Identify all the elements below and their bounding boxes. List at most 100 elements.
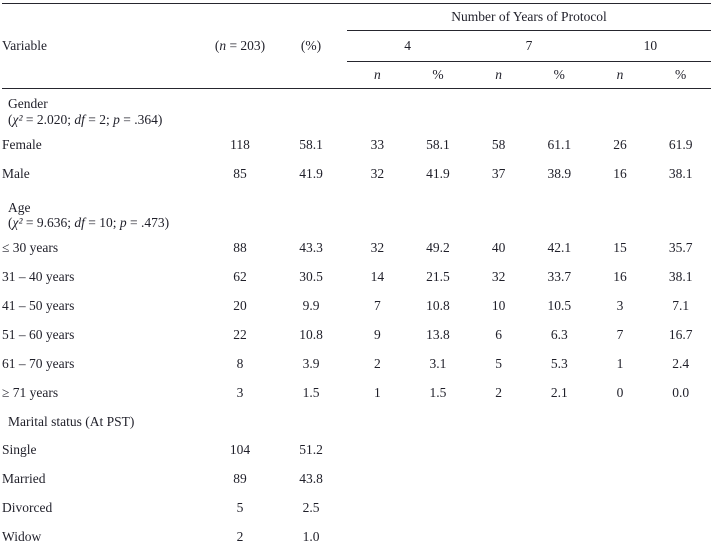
cell-n-total: 8	[236, 356, 244, 371]
section-label: Gender	[8, 96, 48, 111]
cell-pct-7y: 6.3	[550, 327, 568, 342]
cell-n-total: 89	[233, 471, 247, 486]
cell-empty	[529, 523, 590, 547]
cell-pct-7y: 61.1	[547, 137, 572, 152]
cell-n-total: 22	[233, 327, 247, 342]
cell-empty	[650, 465, 711, 494]
cell-empty	[468, 523, 529, 547]
cell-empty	[468, 436, 529, 465]
df-value: = 2;	[84, 111, 114, 127]
section-header-marital-status: Marital status (At PST)	[2, 408, 711, 436]
table-row-female: Female 118 58.1 33 58.1 58 61.1 26 61.9	[2, 131, 711, 160]
cell-pct-7y: 10.5	[547, 298, 572, 313]
cell-pct-4y: 1.5	[429, 385, 447, 400]
row-label: ≥ 71 years	[2, 385, 59, 400]
section-header-gender: Gender (χ² = 2.020; df = 2; p = .364)	[2, 89, 711, 131]
p-value: = .364)	[119, 111, 163, 127]
column-header-variable: Variable	[2, 38, 47, 53]
cell-pct-7y: 33.7	[547, 269, 572, 284]
table-row-age-51-60: 51 – 60 years 22 10.8 9 13.8 6 6.3 7 16.…	[2, 321, 711, 350]
cell-n-total: 88	[233, 240, 247, 255]
cell-n-10y: 0	[616, 385, 624, 400]
cell-n-4y: 2	[373, 356, 381, 371]
cell-pct-10y: 0.0	[672, 385, 690, 400]
subcolumn-header-n: n	[347, 61, 408, 89]
header-row-subcolumns: n % n % n %	[2, 61, 711, 89]
section-stat-note: (χ² = 2.020; df = 2; p = .364)	[8, 112, 711, 128]
column-header-pct-total: (%)	[300, 38, 322, 53]
cell-empty	[529, 465, 590, 494]
cell-empty	[347, 494, 408, 523]
cell-pct-7y: 42.1	[547, 240, 572, 255]
cell-pct-total: 3.9	[302, 356, 320, 371]
header-blank-cell	[2, 61, 347, 89]
cell-n-total: 3	[236, 385, 244, 400]
cell-n-10y: 7	[616, 327, 624, 342]
df-symbol: df	[74, 215, 85, 230]
table-row-age-31-40: 31 – 40 years 62 30.5 14 21.5 32 33.7 16…	[2, 263, 711, 292]
cell-empty	[408, 436, 469, 465]
cell-n-4y: 32	[370, 240, 385, 255]
row-label: ≤ 30 years	[2, 240, 59, 255]
cell-pct-7y: 2.1	[550, 385, 568, 400]
cell-empty	[347, 465, 408, 494]
cell-pct-total: 58.1	[299, 137, 323, 152]
cell-pct-total: 2.5	[302, 500, 320, 515]
cell-n-7y: 2	[495, 385, 503, 400]
table-row-age-le30: ≤ 30 years 88 43.3 32 49.2 40 42.1 15 35…	[2, 234, 711, 263]
p-value: = .473)	[126, 215, 170, 230]
cell-n-total: 5	[236, 500, 244, 515]
column-group-spanner: Number of Years of Protocol	[347, 3, 711, 31]
cell-empty	[529, 436, 590, 465]
subcolumn-header-pct: %	[650, 61, 711, 89]
cell-pct-total: 43.8	[299, 471, 323, 486]
cell-pct-10y: 35.7	[668, 240, 693, 255]
cell-pct-total: 41.9	[299, 166, 323, 181]
header-row-spanner: Number of Years of Protocol	[2, 3, 711, 31]
df-symbol: df	[74, 111, 85, 127]
cell-pct-10y: 61.9	[668, 137, 693, 152]
cell-empty	[468, 465, 529, 494]
cell-pct-4y: 3.1	[429, 356, 447, 371]
cell-n-total: 118	[230, 137, 250, 152]
cell-pct-10y: 38.1	[668, 166, 693, 181]
n-symbol: n	[219, 38, 227, 53]
p-symbol: p	[113, 111, 120, 127]
cell-pct-4y: 49.2	[426, 240, 450, 255]
subcolumn-header-n: n	[589, 61, 651, 89]
table-row-male: Male 85 41.9 32 41.9 37 38.9 16 38.1	[2, 160, 711, 189]
row-label: Female	[2, 137, 42, 152]
n-total-value: = 203)	[226, 38, 266, 53]
cell-pct-10y: 2.4	[672, 356, 690, 371]
section-header-age: Age (χ² = 9.636; df = 10; p = .473)	[2, 189, 711, 234]
table-row-age-41-50: 41 – 50 years 20 9.9 7 10.8 10 10.5 3 7.…	[2, 292, 711, 321]
cell-empty	[408, 465, 469, 494]
cell-n-7y: 58	[491, 137, 506, 152]
cell-empty	[590, 494, 651, 523]
cell-pct-10y: 7.1	[672, 298, 690, 313]
cell-empty	[347, 523, 408, 547]
cell-n-4y: 32	[370, 166, 385, 181]
cell-empty	[590, 465, 651, 494]
p-symbol: p	[119, 215, 127, 230]
cell-empty	[529, 494, 590, 523]
cell-pct-4y: 10.8	[426, 298, 450, 313]
cell-n-4y: 33	[370, 137, 385, 152]
table-row-married: Married 89 43.8	[2, 465, 711, 494]
table-row-age-ge71: ≥ 71 years 3 1.5 1 1.5 2 2.1 0 0.0	[2, 379, 711, 408]
cell-n-4y: 7	[373, 298, 381, 313]
section-stat-note: (χ² = 9.636; df = 10; p = .473)	[8, 215, 711, 231]
paren-open: (	[8, 111, 13, 127]
chi-squared-value: = 9.636;	[22, 215, 75, 230]
row-label: 31 – 40 years	[2, 269, 75, 284]
cell-n-total: 20	[233, 298, 247, 313]
chi-squared-symbol: χ²	[12, 111, 23, 127]
cell-empty	[590, 523, 651, 547]
cell-n-total: 104	[229, 442, 251, 457]
cell-empty	[650, 436, 711, 465]
cell-pct-4y: 58.1	[426, 137, 450, 152]
column-header-n-total: (n = 203)	[205, 31, 275, 62]
cell-n-10y: 1	[616, 356, 624, 371]
cell-n-7y: 37	[491, 166, 506, 181]
cell-pct-total: 30.5	[299, 269, 323, 284]
